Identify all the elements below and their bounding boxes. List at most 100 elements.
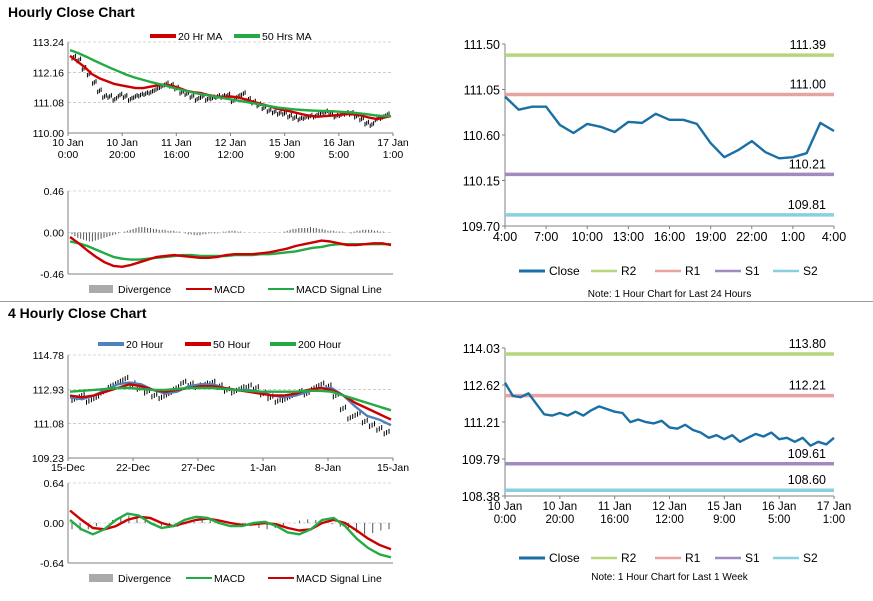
four_hourly_levels-x-tick-date: 17 Jan — [817, 501, 852, 513]
hourly_levels-y-tick: 110.15 — [463, 175, 500, 189]
hourly_levels-y-tick: 111.05 — [464, 84, 500, 98]
four_hourly_price-legend-label: 200 Hour — [298, 339, 342, 351]
hourly_price-x-tick-date: 16 Jan — [323, 137, 355, 149]
four_hourly_price-y-tick: 114.78 — [33, 350, 64, 362]
hourly_levels-y-tick: 109.70 — [462, 220, 500, 234]
hourly_price-x-tick-time: 12:00 — [217, 149, 243, 161]
hourly_levels-x-tick: 22:00 — [736, 230, 767, 244]
hourly_levels-level-s2-label: 109.81 — [788, 198, 826, 212]
hourly_price-ma_fast-line — [69, 54, 392, 121]
hourly_price-x-tick-date: 15 Jan — [269, 137, 301, 149]
hourly_levels-level-r1-label: 111.00 — [790, 78, 826, 92]
hourly_levels-legend-label: Close — [549, 264, 580, 278]
hourly_levels-level-r2-label: 111.39 — [790, 38, 826, 52]
section-divider — [0, 301, 873, 302]
four_hourly_levels-legend-label: S2 — [803, 551, 818, 565]
hourly_levels-legend-label: R2 — [621, 264, 637, 278]
four_hourly_levels-x-tick-time: 5:00 — [768, 514, 790, 526]
four_hourly_levels-note: Note: 1 Hour Chart for Last 1 Week — [591, 572, 749, 583]
hourly_macd-legend-label: MACD Signal Line — [296, 284, 382, 296]
hourly_price-x-tick-time: 0:00 — [58, 149, 79, 161]
four_hourly_levels-legend-label: R1 — [685, 551, 701, 565]
four_hourly_levels-y-tick: 112.62 — [463, 379, 500, 393]
hourly_price-y-tick: 110.00 — [33, 128, 64, 140]
hourly_price-x-tick-date: 17 Jan — [377, 137, 409, 149]
four_hourly_levels-x-tick-date: 10 Jan — [488, 501, 523, 513]
four_hourly_levels-x-tick-time: 9:00 — [713, 514, 735, 526]
four_hourly_price-x-tick: 8-Jan — [315, 462, 341, 474]
hourly_price-x-tick-time: 1:00 — [383, 149, 404, 161]
hourly_price-ma_slow-line — [69, 48, 391, 118]
hourly_levels-legend-label: R1 — [685, 264, 701, 278]
four_hourly_levels-x-tick-date: 16 Jan — [762, 501, 797, 513]
hourly_price-y-tick: 112.16 — [33, 67, 64, 79]
hourly_levels-x-tick: 7:00 — [534, 230, 558, 244]
four_hourly_macd-legend-label: MACD — [214, 573, 245, 585]
hourly_price-x-tick-date: 10 Jan — [52, 137, 84, 149]
four_hourly_levels-x-tick-time: 20:00 — [545, 514, 574, 526]
hourly_price-y-tick: 113.24 — [33, 37, 64, 49]
hourly_macd-legend-label: MACD — [214, 284, 245, 296]
four_hourly_levels-x-tick-time: 12:00 — [655, 514, 684, 526]
four_hourly_levels-y-tick: 111.21 — [464, 416, 500, 430]
four_hourly_macd-y-tick: -0.64 — [40, 558, 64, 570]
four_hourly_price-legend-label: 50 Hour — [213, 339, 251, 351]
four_hourly_levels-level-s1-label: 109.61 — [788, 447, 826, 461]
four_hourly_levels-level-r2-label: 113.80 — [789, 337, 826, 351]
four-hourly-section-title: 4 Hourly Close Chart — [8, 305, 147, 321]
hourly_price-x-tick-time: 16:00 — [163, 149, 189, 161]
four_hourly_levels-x-tick-date: 11 Jan — [598, 501, 632, 513]
four_hourly_macd-macd-line — [69, 512, 392, 559]
four_hourly_levels-x-tick-date: 12 Jan — [652, 501, 687, 513]
four_hourly_levels-x-tick-time: 1:00 — [823, 514, 845, 526]
hourly_macd-legend-label: Divergence — [118, 284, 171, 296]
four_hourly_macd-legend-label: MACD Signal Line — [296, 573, 382, 585]
four_hourly_levels-x-tick-date: 10 Jan — [543, 501, 578, 513]
four_hourly_price-y-tick: 111.08 — [33, 419, 64, 431]
hourly_levels-legend-label: S1 — [745, 264, 760, 278]
hourly_levels-close-line — [504, 95, 835, 160]
four_hourly_levels-legend-label: R2 — [621, 551, 637, 565]
hourly_levels-note: Note: 1 Hour Chart for Last 24 Hours — [588, 289, 751, 300]
four_hourly_levels-y-tick: 108.38 — [462, 490, 500, 504]
four_hourly_price-x-tick: 27-Dec — [181, 462, 215, 474]
hourly_price-x-tick-date: 11 Jan — [161, 137, 192, 149]
four_hourly_levels-level-s2-label: 108.60 — [788, 473, 826, 487]
four_hourly_price-legend-label: 20 Hour — [126, 339, 164, 351]
four_hourly_levels-x-tick-time: 0:00 — [494, 514, 516, 526]
hourly-section-title: Hourly Close Chart — [8, 4, 135, 20]
four_hourly_macd-y-tick: 0.00 — [44, 518, 65, 530]
four_hourly_macd-legend-label: Divergence — [118, 573, 171, 585]
hourly_price-legend-label: 20 Hr MA — [178, 31, 222, 43]
hourly_levels-y-tick: 110.60 — [463, 129, 500, 143]
hourly_price-x-tick-time: 5:00 — [329, 149, 350, 161]
four_hourly_levels-y-tick: 114.03 — [463, 342, 500, 356]
hourly_macd-y-tick: 0.00 — [44, 228, 65, 240]
hourly_price-x-tick-date: 10 Jan — [106, 137, 138, 149]
four_hourly_levels-legend-label: Close — [549, 551, 580, 565]
four_hourly_levels-x-tick-date: 15 Jan — [707, 501, 742, 513]
hourly_price-x-tick-time: 9:00 — [274, 149, 295, 161]
hourly_macd-y-tick: 0.46 — [44, 186, 65, 198]
four_hourly_price-ma_c-line — [69, 386, 392, 412]
hourly_macd-y-tick: -0.46 — [40, 269, 64, 281]
hourly_levels-x-tick: 16:00 — [654, 230, 685, 244]
hourly_price-x-tick-time: 20:00 — [109, 149, 135, 161]
four_hourly_macd-signal-line — [69, 509, 392, 551]
hourly_levels-x-tick: 4:00 — [822, 230, 846, 244]
hourly_levels-legend-label: S2 — [803, 264, 818, 278]
hourly_levels-x-tick: 1:00 — [781, 230, 805, 244]
hourly_levels-x-tick: 19:00 — [695, 230, 726, 244]
hourly_levels-x-tick: 13:00 — [613, 230, 644, 244]
hourly_price-x-tick-date: 12 Jan — [215, 137, 247, 149]
four_hourly_levels-level-r1-label: 112.21 — [789, 379, 826, 393]
four_hourly_levels-close-line — [503, 382, 835, 447]
four_hourly_levels-y-tick: 109.79 — [462, 453, 500, 467]
hourly_price-legend-label: 50 Hrs MA — [262, 31, 312, 43]
hourly_macd-macd-line — [69, 236, 392, 268]
four_hourly_levels-legend-label: S1 — [745, 551, 760, 565]
four_hourly_price-x-tick: 15-Dec — [51, 462, 85, 474]
four_hourly_price-x-tick: 22-Dec — [116, 462, 150, 474]
hourly_levels-x-tick: 4:00 — [493, 230, 517, 244]
